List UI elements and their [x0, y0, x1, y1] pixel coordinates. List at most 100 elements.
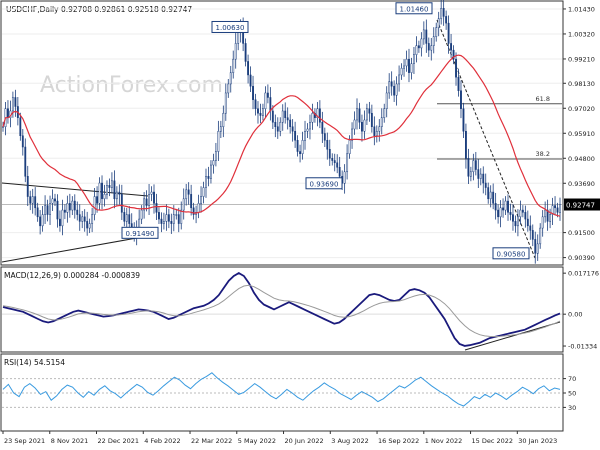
candle-body: [125, 214, 128, 222]
candle-body: [153, 191, 155, 204]
triangle-lower-trendline: [1, 235, 149, 263]
x-tick-label: 20 Jun 2022: [285, 437, 324, 445]
candle-body: [445, 16, 448, 24]
candle-body: [403, 65, 405, 69]
candle-body: [259, 112, 262, 116]
candle-body: [516, 216, 519, 227]
last-price-badge: [564, 198, 600, 211]
candle-body: [232, 58, 235, 73]
candle-body: [237, 31, 240, 44]
candle-body: [36, 207, 39, 218]
candle-body: [524, 212, 527, 220]
candle-body: [244, 43, 247, 62]
candle-body: [71, 200, 74, 211]
candle-body: [450, 43, 453, 51]
candle-body: [138, 218, 141, 229]
candle-body: [115, 191, 118, 200]
candle-body: [507, 200, 509, 213]
candle-body: [420, 38, 423, 49]
candle-body: [26, 176, 29, 197]
candle-body: [489, 191, 492, 200]
candle-body: [167, 214, 170, 222]
candle-body: [536, 243, 539, 254]
macd-y-tick-label: 0.00: [568, 311, 582, 319]
candle-body: [281, 110, 284, 123]
candle-body: [467, 158, 470, 177]
price-y-tick-label: 0.93690: [568, 180, 595, 188]
candle-body: [128, 214, 131, 224]
candle-body: [534, 239, 537, 254]
candle-body: [336, 162, 339, 168]
candle-body: [160, 218, 163, 224]
candle-body: [363, 119, 366, 132]
candle-body: [247, 61, 250, 76]
candle-body: [286, 117, 289, 121]
candle-body: [143, 198, 146, 211]
candle-body: [400, 67, 403, 76]
candle-body: [41, 214, 44, 227]
macd-series-line: [2, 284, 561, 338]
candle-body: [338, 167, 341, 177]
candle-body: [46, 205, 49, 215]
macd-panel-frame: [0, 266, 564, 353]
candle-body: [539, 227, 542, 245]
price-y-tick-label: 0.97020: [568, 105, 595, 113]
price-y-tick-label: 0.90390: [568, 254, 595, 262]
x-tick-label: 16 Sep 2022: [378, 437, 419, 445]
candle-body: [385, 92, 388, 109]
candle-body: [328, 149, 331, 159]
candle-body: [358, 108, 361, 123]
candle-body: [165, 214, 168, 222]
candle-body: [158, 212, 160, 220]
candle-body: [311, 112, 314, 123]
price-y-tick-label: 0.94800: [568, 155, 595, 163]
candle-body: [375, 130, 378, 137]
candle-body: [224, 92, 227, 114]
candle-body: [148, 194, 150, 206]
candle-body: [219, 126, 222, 132]
price-y-tick-label: 0.95910: [568, 130, 595, 138]
candle-body: [551, 205, 554, 215]
price-y-tick-label: 0.91500: [568, 229, 595, 237]
candle-body: [309, 121, 311, 130]
candle-body: [487, 187, 490, 200]
candle-body: [316, 108, 319, 118]
rsi-y-tick-label: 30: [568, 404, 576, 412]
candle-body: [373, 126, 376, 137]
price-annotation-box: [211, 20, 249, 33]
candle-body: [51, 198, 54, 204]
candle-body: [257, 108, 259, 114]
candle-body: [202, 187, 205, 197]
candle-body: [465, 130, 467, 159]
last-price-label: 0.92747: [566, 202, 595, 210]
candle-body: [110, 180, 113, 188]
x-tick-label: 23 Sep 2021: [4, 437, 45, 445]
candle-body: [296, 140, 299, 152]
price-chart-title: USDCHF,Daily 0.92708 0.92861 0.92518 0.9…: [6, 5, 192, 14]
candle-body: [73, 200, 76, 211]
x-tick-label: 5 May 2022: [238, 437, 276, 445]
candle-body: [207, 176, 210, 179]
candle-body: [484, 182, 487, 188]
fibonacci-label: 38.2: [536, 150, 550, 158]
candle-body: [521, 209, 524, 213]
candle-body: [370, 112, 373, 127]
macd-divergence-line: [464, 321, 561, 351]
candle-body: [326, 140, 329, 150]
candle-body: [249, 74, 252, 87]
candle-body: [29, 196, 32, 204]
candle-body: [529, 225, 532, 231]
price-annotation-box: [395, 2, 433, 15]
moving-average-line: [2, 54, 561, 217]
candle-body: [425, 29, 428, 44]
candle-body: [68, 203, 71, 211]
candle-body: [361, 121, 363, 132]
x-tick-label: 22 Mar 2022: [191, 437, 232, 445]
time-axis: 23 Sep 2021 8 Nov 2021 22 Dec 2021 4 Feb 20…: [2, 431, 557, 445]
candle-body: [200, 196, 202, 204]
x-tick-label: 4 Feb 2022: [144, 437, 180, 445]
candle-body: [108, 185, 111, 188]
candle-body: [98, 182, 101, 204]
candle-body: [556, 207, 559, 213]
